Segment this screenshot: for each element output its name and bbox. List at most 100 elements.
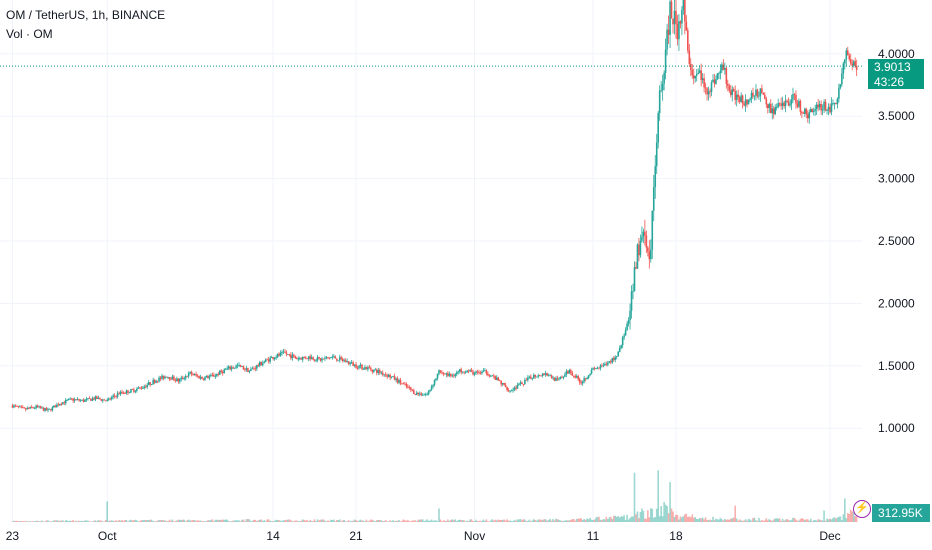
volume-bar	[16, 520, 18, 522]
candle-body	[755, 89, 757, 96]
volume-bar	[617, 516, 620, 522]
candle-body	[73, 399, 76, 401]
volume-bar	[325, 521, 328, 522]
volume-bar	[362, 520, 365, 522]
candle-body	[823, 101, 825, 110]
volume-bar	[284, 520, 286, 522]
candle-body	[561, 376, 563, 378]
candle-body	[93, 398, 95, 400]
volume-bar	[781, 518, 784, 522]
volume-bar	[424, 520, 427, 522]
volume-bar	[518, 519, 520, 522]
volume-bar	[270, 521, 273, 522]
candle-body	[104, 400, 107, 402]
candle-body	[461, 371, 464, 373]
candle-body	[552, 377, 554, 379]
candle-body	[115, 396, 117, 397]
candle-body	[54, 405, 57, 408]
candle-body	[752, 92, 754, 97]
volume-bar	[657, 470, 660, 522]
candle-body	[774, 107, 777, 115]
candle-body	[806, 114, 809, 119]
volume-bar	[620, 516, 622, 522]
candle-body	[734, 91, 737, 100]
candle-body	[639, 240, 642, 256]
volume-bar	[220, 519, 223, 522]
candle-body	[607, 362, 609, 365]
volume-bar	[227, 520, 230, 522]
volume-bar	[774, 518, 777, 522]
volume-bar	[66, 520, 69, 522]
volume-bar	[592, 520, 594, 522]
volume-bar	[826, 518, 828, 522]
volume-bar	[447, 519, 449, 522]
price-tick-label: 1.5000	[878, 359, 915, 373]
volume-bar	[140, 520, 143, 522]
candle-body	[467, 370, 470, 372]
volume-bar	[427, 520, 430, 522]
candle-body	[119, 391, 122, 395]
volume-bar	[216, 519, 218, 522]
candle-body	[284, 351, 286, 353]
candle-body	[503, 382, 505, 385]
volume-bar	[258, 519, 261, 522]
candle-body	[330, 357, 332, 359]
volume-bar	[604, 519, 606, 522]
volume-bar	[599, 519, 602, 522]
volume-bar	[602, 519, 605, 522]
candle-body	[364, 367, 366, 370]
candle-body	[804, 108, 806, 114]
chart-legend-title[interactable]: OM / TetherUS, 1h, BINANCE	[6, 8, 166, 22]
candle-body	[695, 74, 698, 76]
candle-body	[341, 358, 344, 361]
candle-body	[87, 398, 89, 399]
candle-body	[81, 399, 83, 401]
volume-bar	[181, 519, 184, 522]
volume-bar	[173, 521, 175, 522]
volume-bar	[815, 520, 818, 522]
volume-bar	[312, 520, 314, 522]
time-axis[interactable]: 23 Oct 14 21 Nov 11 18 Dec	[6, 529, 841, 543]
volume-bar	[673, 516, 676, 522]
volume-bar	[45, 520, 48, 522]
candle-body	[244, 369, 246, 371]
candle-body	[571, 372, 574, 376]
candle-body	[521, 382, 523, 384]
candle-body	[306, 358, 308, 360]
candle-body	[264, 359, 267, 362]
volume-bar	[395, 520, 397, 522]
volume-bar	[273, 520, 276, 522]
candle-body	[658, 90, 661, 114]
candle-body	[213, 375, 215, 377]
candle-body	[798, 100, 800, 107]
candle-body	[390, 376, 393, 378]
volume-bar	[414, 520, 417, 522]
volume-bar	[796, 520, 799, 522]
volume-bar	[787, 519, 790, 522]
candle-body	[492, 375, 495, 377]
candle-body	[375, 369, 378, 373]
volume-legend[interactable]: Vol · OM	[6, 27, 53, 41]
volume-bar	[373, 520, 375, 522]
volume-bar	[525, 520, 528, 522]
candle-body	[772, 108, 775, 115]
volume-bar	[848, 513, 851, 522]
candle-body	[171, 376, 174, 380]
time-tick-label: 11	[587, 529, 600, 543]
candle-body	[809, 109, 812, 113]
candle-body	[537, 375, 540, 377]
candle-body	[498, 380, 501, 382]
candle-body	[359, 364, 362, 366]
volume-bar	[652, 517, 655, 522]
volume-bar	[353, 519, 356, 522]
volume-bar	[417, 519, 420, 522]
candle-body	[405, 383, 408, 387]
candle-body	[233, 367, 236, 369]
lightning-icon[interactable]: ⚡	[853, 500, 871, 518]
price-axis[interactable]: 4.50004.00003.50003.00002.50002.00001.50…	[878, 0, 915, 435]
volume-bar	[251, 520, 254, 522]
candle-body	[377, 370, 380, 373]
candle-body	[485, 370, 488, 374]
volume-bar	[801, 518, 803, 522]
